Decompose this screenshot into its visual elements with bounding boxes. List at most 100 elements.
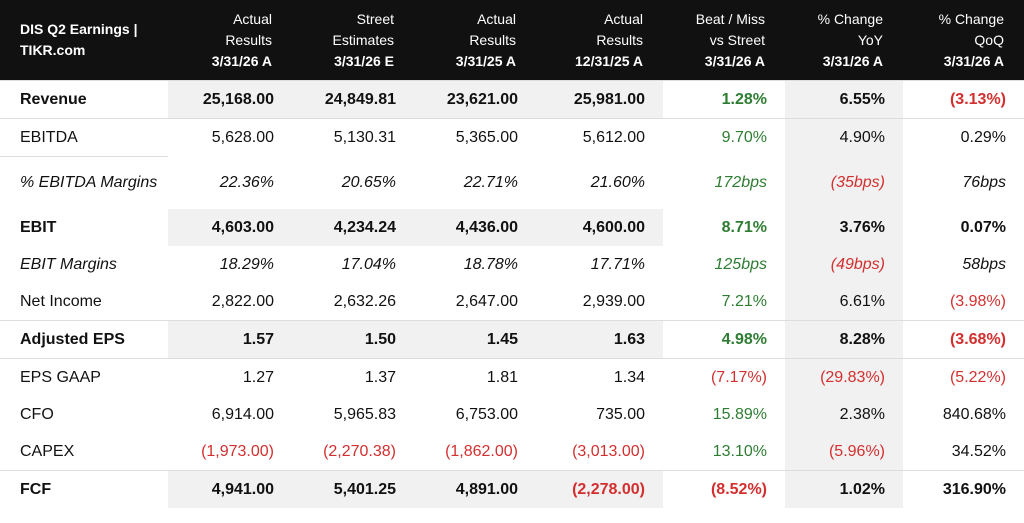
- cell-beat-miss: 9.70%: [663, 118, 785, 157]
- col-header-yoy: % Change YoY 3/31/26 A: [785, 0, 903, 81]
- table-row-ebitda-margins: % EBITDA Margins 22.36% 20.65% 22.71% 21…: [0, 156, 1024, 209]
- col-header-street: Street Estimates 3/31/26 E: [292, 0, 414, 81]
- cell-beat-miss: (8.52%): [663, 470, 785, 508]
- cell-street: (2,270.38): [323, 442, 396, 460]
- table-row-ebitda: EBITDA 5,628.00 5,130.31 5,365.00 5,612.…: [0, 118, 1024, 157]
- cell-prior-year: 22.71%: [463, 173, 518, 191]
- cell-beat-miss: 15.89%: [712, 405, 767, 423]
- cell-actual: 4,603.00: [168, 209, 292, 246]
- cell-qoq: (3.13%): [903, 80, 1024, 119]
- cell-actual: 18.29%: [219, 255, 274, 273]
- table-title: DIS Q2 Earnings | TIKR.com: [0, 0, 168, 81]
- cell-actual: (1,973.00): [201, 442, 274, 460]
- row-label: EBIT: [20, 218, 57, 236]
- cell-prior-q: (3,013.00): [572, 442, 645, 460]
- col-header-actual-prior-year: Actual Results 3/31/25 A: [414, 0, 536, 81]
- row-label: FCF: [0, 470, 168, 508]
- row-label: CFO: [20, 405, 54, 423]
- cell-prior-year: 1.45: [414, 320, 536, 359]
- col-header-qoq: % Change QoQ 3/31/26 A: [903, 0, 1024, 81]
- cell-prior-year: 5,365.00: [414, 118, 536, 157]
- cell-beat-miss: 8.71%: [721, 218, 767, 236]
- cell-prior-q: 21.60%: [590, 173, 645, 191]
- cell-beat-miss: (7.17%): [663, 358, 785, 396]
- cell-qoq: 0.29%: [903, 118, 1024, 157]
- cell-qoq: 34.52%: [951, 442, 1006, 460]
- col-header-actual-prior-q: Actual Results 12/31/25 A: [536, 0, 663, 81]
- earnings-table: DIS Q2 Earnings | TIKR.com Actual Results…: [0, 0, 1024, 508]
- row-label: Revenue: [0, 80, 168, 119]
- cell-qoq: 316.90%: [903, 470, 1024, 508]
- row-label: EPS GAAP: [0, 358, 168, 396]
- cell-prior-q: 1.34: [536, 358, 663, 396]
- cell-yoy: 8.28%: [785, 320, 903, 359]
- cell-yoy: 6.61%: [785, 283, 903, 321]
- cell-street: 20.65%: [341, 173, 396, 191]
- cell-yoy: 3.76%: [785, 209, 903, 246]
- row-label: Net Income: [20, 292, 102, 310]
- row-label: CAPEX: [20, 442, 75, 460]
- cell-qoq: (5.22%): [903, 358, 1024, 396]
- table-row-capex: CAPEX (1,973.00) (2,270.38) (1,862.00) (…: [0, 433, 1024, 471]
- cell-prior-year: 1.81: [414, 358, 536, 396]
- cell-street: 1.50: [292, 320, 414, 359]
- cell-beat-miss: 4.98%: [663, 320, 785, 359]
- cell-prior-q: 735.00: [596, 405, 645, 423]
- cell-prior-q: 2,939.00: [582, 292, 645, 310]
- cell-qoq: (3.68%): [903, 320, 1024, 359]
- cell-actual: 2,822.00: [211, 292, 274, 310]
- cell-street: 1.37: [292, 358, 414, 396]
- cell-prior-year: 4,891.00: [414, 470, 536, 508]
- cell-beat-miss: 7.21%: [721, 292, 767, 310]
- cell-yoy: 2.38%: [785, 396, 903, 433]
- cell-prior-year: (1,862.00): [445, 442, 518, 460]
- table-row-eps-gaap: EPS GAAP 1.27 1.37 1.81 1.34 (7.17%) (29…: [0, 358, 1024, 396]
- cell-prior-q: (2,278.00): [536, 470, 663, 508]
- cell-street: 4,234.24: [292, 209, 414, 246]
- cell-qoq: 58bps: [962, 255, 1006, 273]
- cell-qoq: (3.98%): [949, 292, 1006, 310]
- cell-prior-q: 1.63: [536, 320, 663, 359]
- cell-street: 5,965.83: [333, 405, 396, 423]
- cell-beat-miss: 125bps: [714, 255, 768, 273]
- cell-prior-year: 6,753.00: [455, 405, 518, 423]
- col-header-actual-q: Actual Results 3/31/26 A: [168, 0, 292, 81]
- cell-prior-year: 2,647.00: [455, 292, 518, 310]
- cell-street: 2,632.26: [333, 292, 396, 310]
- cell-prior-q: 4,600.00: [536, 209, 663, 246]
- table-row-adjusted-eps: Adjusted EPS 1.57 1.50 1.45 1.63 4.98% 8…: [0, 320, 1024, 359]
- cell-yoy: 4.90%: [785, 118, 903, 157]
- cell-actual: 25,168.00: [168, 80, 292, 119]
- cell-actual: 6,914.00: [211, 405, 274, 423]
- cell-prior-q: 25,981.00: [536, 80, 663, 119]
- cell-prior-q: 17.71%: [590, 255, 645, 273]
- row-label: EBIT Margins: [20, 255, 117, 273]
- cell-street: 5,401.25: [292, 470, 414, 508]
- table-row-fcf: FCF 4,941.00 5,401.25 4,891.00 (2,278.00…: [0, 470, 1024, 508]
- header-row: DIS Q2 Earnings | TIKR.com Actual Results…: [0, 0, 1024, 81]
- cell-prior-year: 23,621.00: [414, 80, 536, 119]
- cell-yoy: (29.83%): [785, 358, 903, 396]
- cell-yoy: (49bps): [785, 246, 903, 283]
- row-label: Adjusted EPS: [0, 320, 168, 359]
- cell-qoq: 76bps: [962, 173, 1006, 191]
- cell-actual: 1.27: [168, 358, 292, 396]
- cell-actual: 1.57: [168, 320, 292, 359]
- cell-street: 24,849.81: [292, 80, 414, 119]
- table-row-ebit-margins: EBIT Margins 18.29% 17.04% 18.78% 17.71%…: [0, 246, 1024, 283]
- cell-street: 17.04%: [341, 255, 396, 273]
- cell-qoq: 0.07%: [960, 218, 1006, 236]
- col-header-beat-miss: Beat / Miss vs Street 3/31/26 A: [663, 0, 785, 81]
- cell-actual: 4,941.00: [168, 470, 292, 508]
- cell-yoy: 1.02%: [785, 470, 903, 508]
- cell-prior-q: 5,612.00: [536, 118, 663, 157]
- cell-prior-year: 4,436.00: [414, 209, 536, 246]
- row-label: EBITDA: [0, 118, 168, 157]
- cell-yoy: (35bps): [785, 156, 903, 209]
- table-row-revenue: Revenue 25,168.00 24,849.81 23,621.00 25…: [0, 80, 1024, 119]
- cell-beat-miss: 13.10%: [712, 442, 767, 460]
- cell-beat-miss: 172bps: [714, 173, 768, 191]
- cell-actual: 5,628.00: [168, 118, 292, 157]
- cell-prior-year: 18.78%: [463, 255, 518, 273]
- row-label: % EBITDA Margins: [0, 156, 168, 209]
